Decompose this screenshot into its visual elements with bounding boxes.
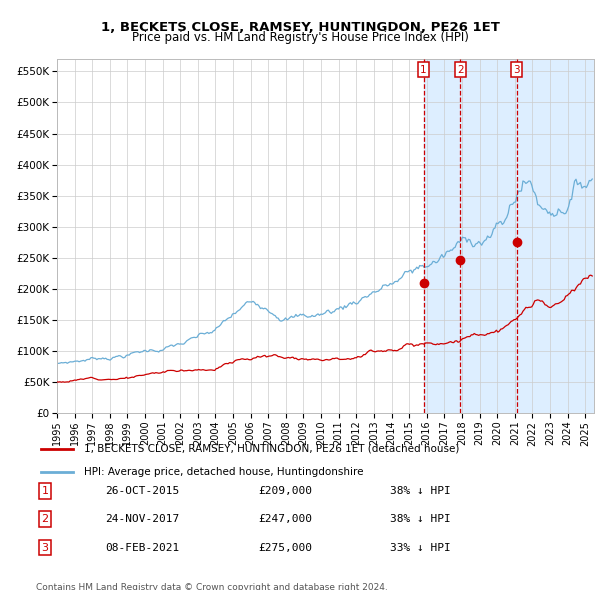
Text: Contains HM Land Registry data © Crown copyright and database right 2024.: Contains HM Land Registry data © Crown c… — [36, 583, 388, 590]
Text: 38% ↓ HPI: 38% ↓ HPI — [390, 514, 451, 524]
Text: 3: 3 — [41, 543, 49, 552]
Text: 1: 1 — [420, 64, 427, 74]
Text: 1: 1 — [41, 486, 49, 496]
Text: 38% ↓ HPI: 38% ↓ HPI — [390, 486, 451, 496]
Text: HPI: Average price, detached house, Huntingdonshire: HPI: Average price, detached house, Hunt… — [83, 467, 363, 477]
Text: 1, BECKETS CLOSE, RAMSEY, HUNTINGDON, PE26 1ET (detached house): 1, BECKETS CLOSE, RAMSEY, HUNTINGDON, PE… — [83, 444, 459, 454]
Text: 24-NOV-2017: 24-NOV-2017 — [105, 514, 179, 524]
Text: £209,000: £209,000 — [258, 486, 312, 496]
Bar — [424, 59, 594, 413]
Text: £275,000: £275,000 — [258, 543, 312, 552]
Text: 3: 3 — [513, 64, 520, 74]
Text: 08-FEB-2021: 08-FEB-2021 — [105, 543, 179, 552]
Text: Price paid vs. HM Land Registry's House Price Index (HPI): Price paid vs. HM Land Registry's House … — [131, 31, 469, 44]
Text: £247,000: £247,000 — [258, 514, 312, 524]
Text: 33% ↓ HPI: 33% ↓ HPI — [390, 543, 451, 552]
Text: 2: 2 — [457, 64, 464, 74]
Text: 2: 2 — [41, 514, 49, 524]
Text: 26-OCT-2015: 26-OCT-2015 — [105, 486, 179, 496]
Text: 1, BECKETS CLOSE, RAMSEY, HUNTINGDON, PE26 1ET: 1, BECKETS CLOSE, RAMSEY, HUNTINGDON, PE… — [101, 21, 499, 34]
